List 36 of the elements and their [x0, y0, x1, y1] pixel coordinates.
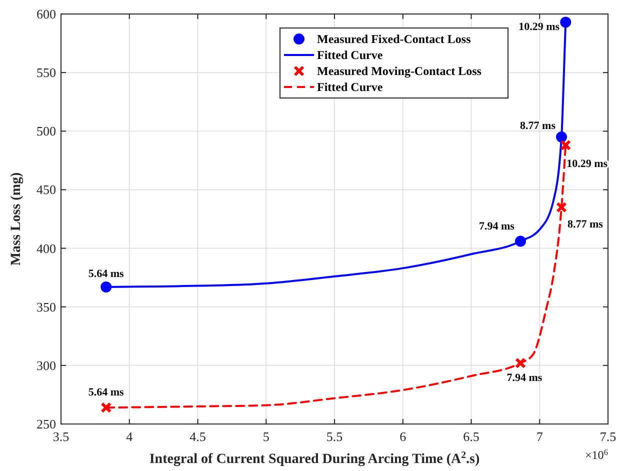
point	[514, 358, 526, 369]
annotation: 8.77 ms	[568, 218, 604, 230]
y-tick-label: 350	[36, 299, 56, 314]
point	[556, 202, 568, 213]
x-tick-label: 7.5	[600, 429, 616, 444]
x-tick-label: 4.5	[190, 429, 206, 444]
x-axis-title: Integral of Current Squared During Arcing Time (A$^{2}$.s)	[149, 450, 480, 467]
annotation: 7.94 ms	[479, 220, 516, 232]
annotation: 10.29 ms	[518, 21, 560, 34]
y-tick-label: 450	[36, 182, 56, 198]
annotation: 7.94 ms	[506, 372, 543, 384]
y-tick-label: 550	[36, 65, 56, 80]
legend-label: Measured Moving-Contact Loss	[317, 64, 482, 78]
y-tick-label: 600	[36, 6, 56, 22]
text: ×10$^{6}$	[585, 448, 608, 462]
annotation: 10.29 ms	[566, 158, 608, 170]
y-tick-label: 400	[36, 240, 56, 256]
annotation: 8.77 ms	[520, 120, 556, 132]
x-tick-label: 3.5	[52, 429, 70, 444]
y-tick-label: 300	[36, 358, 56, 373]
x-tick-label: 6	[400, 429, 407, 444]
annotation: 5.64 ms	[88, 386, 125, 399]
point	[100, 402, 112, 414]
x-tick-label: 6.5	[463, 429, 480, 444]
y-tick-label: 250	[36, 416, 56, 432]
legend-label: Fitted Curve	[317, 48, 384, 62]
x-tick-label: 4	[126, 429, 134, 444]
x-tick-label: 5.5	[326, 429, 343, 444]
x-tick-label: 7	[536, 429, 544, 444]
y-tick-label: 500	[36, 124, 56, 139]
y-axis-title: Mass Loss (mg)	[9, 172, 24, 266]
point	[560, 140, 572, 151]
x-tick-label: 5	[262, 429, 270, 444]
annotation: 5.64 ms	[88, 268, 125, 280]
legend-label: Measured Fixed-Contact Loss	[317, 32, 472, 46]
legend-label: Fitted Curve	[317, 80, 384, 94]
